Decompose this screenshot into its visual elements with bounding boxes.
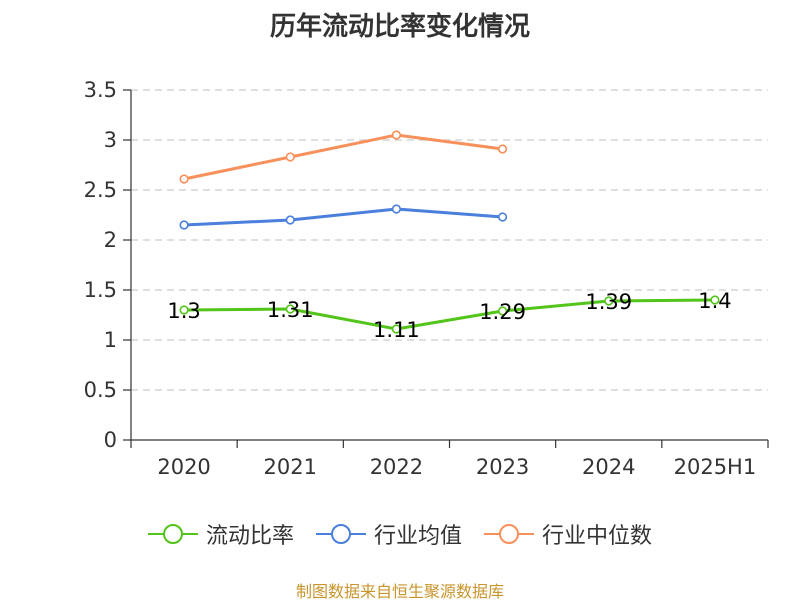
y-tick-label: 1 (104, 328, 117, 352)
data-point-industry-mean (179, 220, 189, 230)
data-point-industry-median (497, 144, 508, 154)
legend-label-industry-mean: 行业均值 (373, 524, 462, 549)
data-label-current-ratio: 1.3 (167, 299, 200, 323)
y-tick-label: 1.5 (84, 278, 117, 302)
legend-item-current-ratio[interactable]: 流动比率 (147, 518, 294, 550)
chart-title: 历年流动比率变化情况 (269, 12, 530, 42)
legend-label-current-ratio: 流动比率 (205, 524, 294, 549)
legend-item-industry-mean[interactable]: 行业均值 (315, 518, 462, 550)
y-tick-label: 0.5 (84, 378, 117, 402)
data-point-current-ratio (497, 306, 508, 316)
data-label-current-ratio: 1.11 (373, 318, 420, 342)
legend-marker-industry-mean (315, 524, 366, 544)
x-tick-label: 2025H1 (674, 455, 757, 479)
y-tick-label: 0 (104, 428, 117, 452)
data-point-industry-median (391, 130, 402, 140)
y-tick-label: 2 (104, 228, 117, 252)
y-tick-label: 3 (104, 128, 117, 152)
legend-label-industry-median: 行业中位数 (542, 524, 653, 549)
x-tick-label: 2020 (157, 455, 210, 479)
data-label-current-ratio: 1.4 (698, 289, 731, 313)
y-tick-label: 3.5 (84, 78, 117, 102)
data-point-industry-mean (285, 215, 295, 225)
legend-marker-current-ratio (147, 524, 198, 544)
data-point-current-ratio (391, 324, 402, 334)
data-label-current-ratio: 1.31 (267, 298, 314, 322)
series-line-current-ratio (184, 298, 715, 331)
data-point-industry-median (285, 152, 295, 162)
data-point-current-ratio (179, 305, 189, 315)
data-label-current-ratio: 1.29 (479, 300, 526, 324)
series-line-industry-mean (184, 207, 503, 227)
legend-marker-industry-median (484, 524, 534, 544)
legend: 流动比率 行业均值 行业中位数 (0, 518, 800, 550)
data-point-current-ratio (604, 296, 614, 306)
data-point-industry-mean (391, 204, 402, 214)
x-tick-label: 2023 (476, 455, 529, 479)
data-point-industry-mean (497, 212, 508, 222)
legend-item-industry-median[interactable]: 行业中位数 (484, 518, 652, 550)
x-tick-label: 2022 (370, 455, 423, 479)
x-tick-label: 2021 (264, 455, 317, 479)
series-line-industry-median (183, 133, 503, 181)
data-point-industry-median (179, 174, 189, 184)
x-tick-label: 2024 (582, 455, 635, 479)
data-label-current-ratio: 1.39 (585, 290, 632, 314)
data-point-current-ratio (285, 304, 295, 314)
source-note: 制图数据来自恒生聚源数据库 (295, 582, 504, 601)
data-point-current-ratio (710, 295, 720, 305)
y-tick-label: 2.5 (84, 178, 117, 202)
